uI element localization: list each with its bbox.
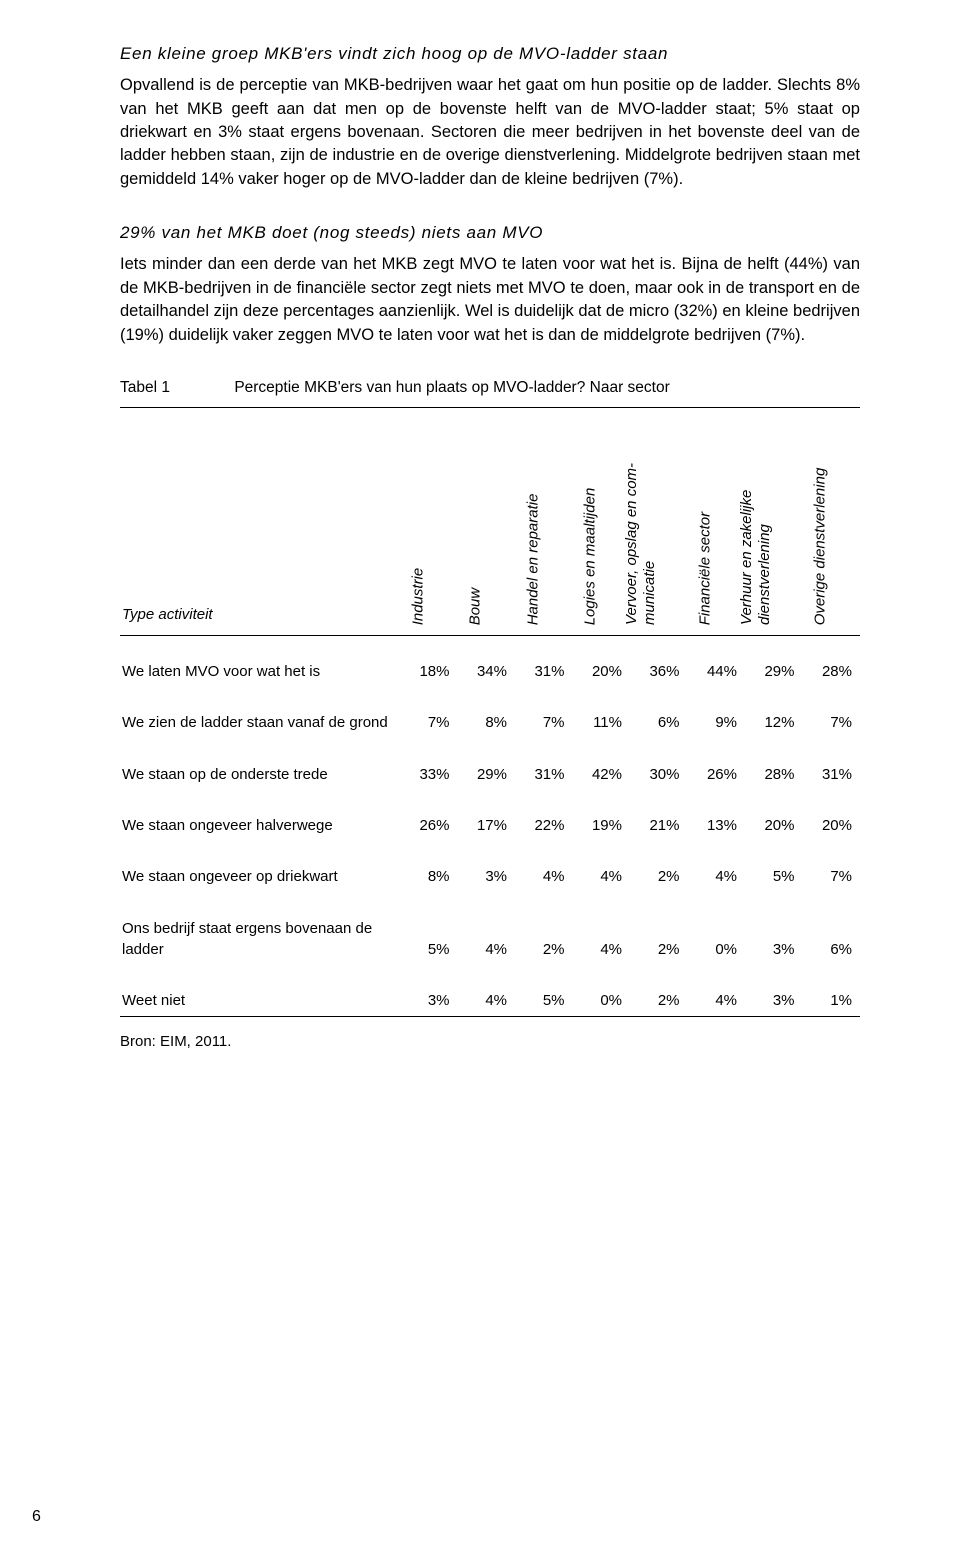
row-label: Weet niet: [120, 985, 400, 1017]
section-heading-2: 29% van het MKB doet (nog steeds) niets …: [120, 221, 860, 245]
col-header: Handel en reparatie: [515, 598, 573, 636]
cell-value: 31%: [515, 656, 573, 687]
cell-value: 5%: [515, 985, 573, 1017]
cell-value: 4%: [688, 985, 746, 1017]
row-label: We laten MVO voor wat het is: [120, 656, 400, 687]
cell-value: 7%: [803, 707, 861, 738]
cell-value: 5%: [400, 913, 458, 966]
cell-value: 19%: [573, 810, 631, 841]
table-rule-top: [120, 407, 860, 408]
row-header-label: Type activiteit: [120, 598, 400, 636]
table-row: Weet niet3%4%5%0%2%4%3%1%: [120, 985, 860, 1017]
paragraph-1: Opvallend is de perceptie van MKB-bedrij…: [120, 74, 860, 191]
table-row: We staan ongeveer op driekwart8%3%4%4%2%…: [120, 861, 860, 892]
cell-value: 3%: [400, 985, 458, 1017]
table-title: Perceptie MKB'ers van hun plaats op MVO-…: [234, 379, 669, 396]
data-table: Type activiteit Industrie Bouw Handel en…: [120, 598, 860, 1017]
cell-value: 9%: [688, 707, 746, 738]
table-row: We laten MVO voor wat het is18%34%31%20%…: [120, 656, 860, 687]
col-header: Logies en maaltijden: [573, 598, 631, 636]
row-label: We zien de ladder staan vanaf de grond: [120, 707, 400, 738]
cell-value: 4%: [458, 913, 516, 966]
row-label: We staan ongeveer halverwege: [120, 810, 400, 841]
cell-value: 7%: [400, 707, 458, 738]
table-label: Tabel 1: [120, 377, 230, 399]
col-header: Verhuur en zakelijkedienstverlening: [745, 598, 803, 636]
cell-value: 4%: [688, 861, 746, 892]
page: Een kleine groep MKB'ers vindt zich hoog…: [0, 0, 960, 1553]
cell-value: 44%: [688, 656, 746, 687]
col-label: Bouw: [465, 588, 486, 626]
cell-value: 26%: [400, 810, 458, 841]
cell-value: 7%: [515, 707, 573, 738]
table-row: Ons bedrijf staat ergens bovenaan de lad…: [120, 913, 860, 966]
cell-value: 8%: [458, 707, 516, 738]
cell-value: 3%: [458, 861, 516, 892]
cell-value: 5%: [745, 861, 803, 892]
cell-value: 28%: [803, 656, 861, 687]
cell-value: 30%: [630, 759, 688, 790]
paragraph-2: Iets minder dan een derde van het MKB ze…: [120, 253, 860, 347]
cell-value: 2%: [630, 913, 688, 966]
col-label: Handel en reparatie: [522, 493, 543, 625]
cell-value: 20%: [573, 656, 631, 687]
cell-value: 31%: [515, 759, 573, 790]
table-row: We staan op de onderste trede33%29%31%42…: [120, 759, 860, 790]
cell-value: 42%: [573, 759, 631, 790]
cell-value: 20%: [745, 810, 803, 841]
cell-value: 4%: [458, 985, 516, 1017]
table-row: We staan ongeveer halverwege26%17%22%19%…: [120, 810, 860, 841]
col-header: Financiële sector: [688, 598, 746, 636]
col-label: Verhuur en zakelijkedienstverlening: [738, 435, 774, 625]
row-label: Ons bedrijf staat ergens bovenaan de lad…: [120, 913, 400, 966]
cell-value: 31%: [803, 759, 861, 790]
cell-value: 2%: [630, 861, 688, 892]
col-label: Vervoer, opslag en com-municatie: [623, 435, 659, 625]
table-caption: Tabel 1 Perceptie MKB'ers van hun plaats…: [120, 377, 860, 399]
cell-value: 2%: [630, 985, 688, 1017]
section-heading-1: Een kleine groep MKB'ers vindt zich hoog…: [120, 42, 860, 66]
cell-value: 26%: [688, 759, 746, 790]
cell-value: 0%: [688, 913, 746, 966]
col-label: Logies en maaltijden: [580, 487, 601, 625]
cell-value: 4%: [573, 913, 631, 966]
cell-value: 8%: [400, 861, 458, 892]
cell-value: 3%: [745, 985, 803, 1017]
cell-value: 6%: [630, 707, 688, 738]
cell-value: 4%: [573, 861, 631, 892]
cell-value: 17%: [458, 810, 516, 841]
cell-value: 4%: [515, 861, 573, 892]
cell-value: 12%: [745, 707, 803, 738]
col-label: Overige dienstverlening: [810, 467, 831, 625]
cell-value: 13%: [688, 810, 746, 841]
col-header: Bouw: [458, 598, 516, 636]
col-header: Overige dienstverlening: [803, 598, 861, 636]
col-header: Industrie: [400, 598, 458, 636]
cell-value: 6%: [803, 913, 861, 966]
col-label: Financiële sector: [695, 512, 716, 625]
row-label: We staan ongeveer op driekwart: [120, 861, 400, 892]
col-label: Industrie: [407, 568, 428, 626]
cell-value: 29%: [745, 656, 803, 687]
page-number: 6: [32, 1506, 41, 1529]
row-label: We staan op de onderste trede: [120, 759, 400, 790]
cell-value: 28%: [745, 759, 803, 790]
cell-value: 11%: [573, 707, 631, 738]
table-source: Bron: EIM, 2011.: [120, 1031, 860, 1052]
cell-value: 29%: [458, 759, 516, 790]
cell-value: 0%: [573, 985, 631, 1017]
cell-value: 36%: [630, 656, 688, 687]
cell-value: 7%: [803, 861, 861, 892]
col-header: Vervoer, opslag en com-municatie: [630, 598, 688, 636]
cell-value: 20%: [803, 810, 861, 841]
cell-value: 3%: [745, 913, 803, 966]
cell-value: 18%: [400, 656, 458, 687]
cell-value: 22%: [515, 810, 573, 841]
cell-value: 34%: [458, 656, 516, 687]
cell-value: 2%: [515, 913, 573, 966]
table-row: We zien de ladder staan vanaf de grond7%…: [120, 707, 860, 738]
cell-value: 1%: [803, 985, 861, 1017]
cell-value: 33%: [400, 759, 458, 790]
cell-value: 21%: [630, 810, 688, 841]
